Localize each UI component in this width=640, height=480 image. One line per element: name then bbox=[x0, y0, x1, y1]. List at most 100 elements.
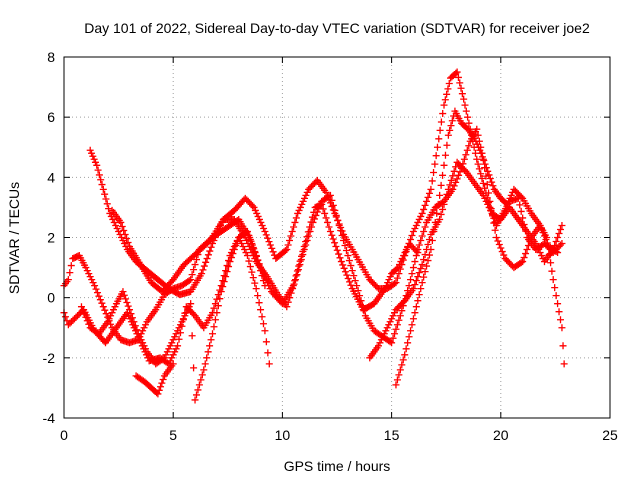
data-point bbox=[399, 256, 407, 264]
data-point bbox=[83, 317, 91, 325]
data-point bbox=[134, 330, 142, 338]
data-point bbox=[507, 191, 515, 199]
data-point bbox=[249, 274, 257, 282]
data-point bbox=[420, 273, 428, 281]
data-point bbox=[485, 203, 493, 211]
data-point bbox=[424, 193, 432, 201]
data-point bbox=[391, 280, 399, 288]
data-point bbox=[326, 227, 334, 235]
data-point bbox=[308, 223, 316, 231]
data-point bbox=[182, 309, 190, 317]
data-point bbox=[407, 276, 415, 284]
data-point bbox=[281, 247, 289, 255]
data-point bbox=[556, 225, 564, 233]
data-point bbox=[301, 194, 309, 202]
y-axis-ticks: -4 -2 0 2 4 6 8 bbox=[43, 49, 610, 426]
data-point bbox=[203, 255, 211, 263]
data-point bbox=[549, 276, 557, 284]
data-point bbox=[436, 126, 444, 134]
data-point bbox=[548, 267, 556, 275]
data-point bbox=[420, 256, 428, 264]
data-point bbox=[89, 279, 97, 287]
data-point bbox=[205, 238, 213, 246]
data-point bbox=[434, 200, 442, 208]
data-point bbox=[388, 339, 396, 347]
data-point bbox=[85, 270, 93, 278]
data-point bbox=[155, 386, 163, 394]
data-point bbox=[175, 324, 183, 332]
data-point bbox=[258, 313, 266, 321]
data-point bbox=[292, 214, 300, 222]
data-point bbox=[202, 258, 210, 266]
data-point bbox=[245, 231, 253, 239]
data-point bbox=[166, 342, 174, 350]
x-tick-label: 25 bbox=[602, 427, 618, 443]
data-point bbox=[171, 348, 179, 356]
data-point bbox=[336, 254, 344, 262]
data-point bbox=[86, 273, 94, 281]
data-point bbox=[168, 354, 176, 362]
data-point bbox=[506, 194, 514, 202]
data-point bbox=[64, 321, 72, 329]
data-point bbox=[384, 279, 392, 287]
data-point bbox=[254, 257, 262, 265]
y-tick-label: 4 bbox=[47, 169, 55, 185]
data-point bbox=[213, 309, 221, 317]
data-point bbox=[222, 273, 230, 281]
data-point bbox=[294, 209, 302, 217]
data-point bbox=[158, 379, 166, 387]
data-point bbox=[427, 246, 435, 254]
data-point bbox=[331, 206, 339, 214]
data-point bbox=[458, 90, 466, 98]
data-point bbox=[415, 269, 423, 277]
data-point bbox=[402, 345, 410, 353]
data-point bbox=[532, 240, 540, 248]
data-point bbox=[99, 185, 107, 193]
data-point bbox=[249, 244, 257, 252]
data-point bbox=[93, 289, 101, 297]
data-point bbox=[115, 227, 123, 235]
data-point bbox=[449, 172, 457, 180]
data-point bbox=[461, 101, 469, 109]
data-point bbox=[484, 167, 492, 175]
data-point bbox=[436, 215, 444, 223]
data-point bbox=[297, 256, 305, 264]
data-point bbox=[119, 288, 127, 296]
data-point bbox=[421, 268, 429, 276]
data-point bbox=[223, 268, 231, 276]
data-point bbox=[535, 246, 543, 254]
x-axis-label: GPS time / hours bbox=[284, 458, 391, 474]
data-point bbox=[168, 339, 176, 347]
data-point bbox=[392, 279, 400, 287]
data-point bbox=[242, 249, 250, 257]
data-point bbox=[443, 190, 451, 198]
data-point bbox=[118, 234, 126, 241]
data-point bbox=[119, 237, 127, 245]
data-point bbox=[348, 267, 356, 275]
data-point bbox=[418, 209, 426, 217]
data-point bbox=[462, 151, 470, 159]
data-point bbox=[160, 354, 168, 362]
data-point bbox=[287, 232, 295, 240]
series-track-7 bbox=[366, 158, 566, 362]
data-point bbox=[454, 73, 462, 81]
data-point bbox=[479, 179, 487, 187]
data-point bbox=[334, 216, 342, 224]
data-point bbox=[131, 322, 139, 330]
data-point bbox=[519, 258, 527, 266]
data-point bbox=[174, 342, 182, 350]
data-point bbox=[558, 221, 566, 229]
data-point bbox=[217, 282, 225, 290]
data-point bbox=[206, 342, 214, 350]
data-point bbox=[117, 218, 125, 226]
data-point bbox=[376, 339, 384, 347]
data-point bbox=[431, 218, 439, 226]
data-point bbox=[485, 171, 493, 179]
data-point bbox=[386, 273, 394, 281]
data-point bbox=[517, 207, 525, 215]
data-point bbox=[96, 296, 104, 304]
data-point bbox=[555, 229, 563, 237]
data-point bbox=[452, 178, 460, 186]
data-point bbox=[222, 267, 230, 275]
data-point bbox=[441, 195, 449, 203]
